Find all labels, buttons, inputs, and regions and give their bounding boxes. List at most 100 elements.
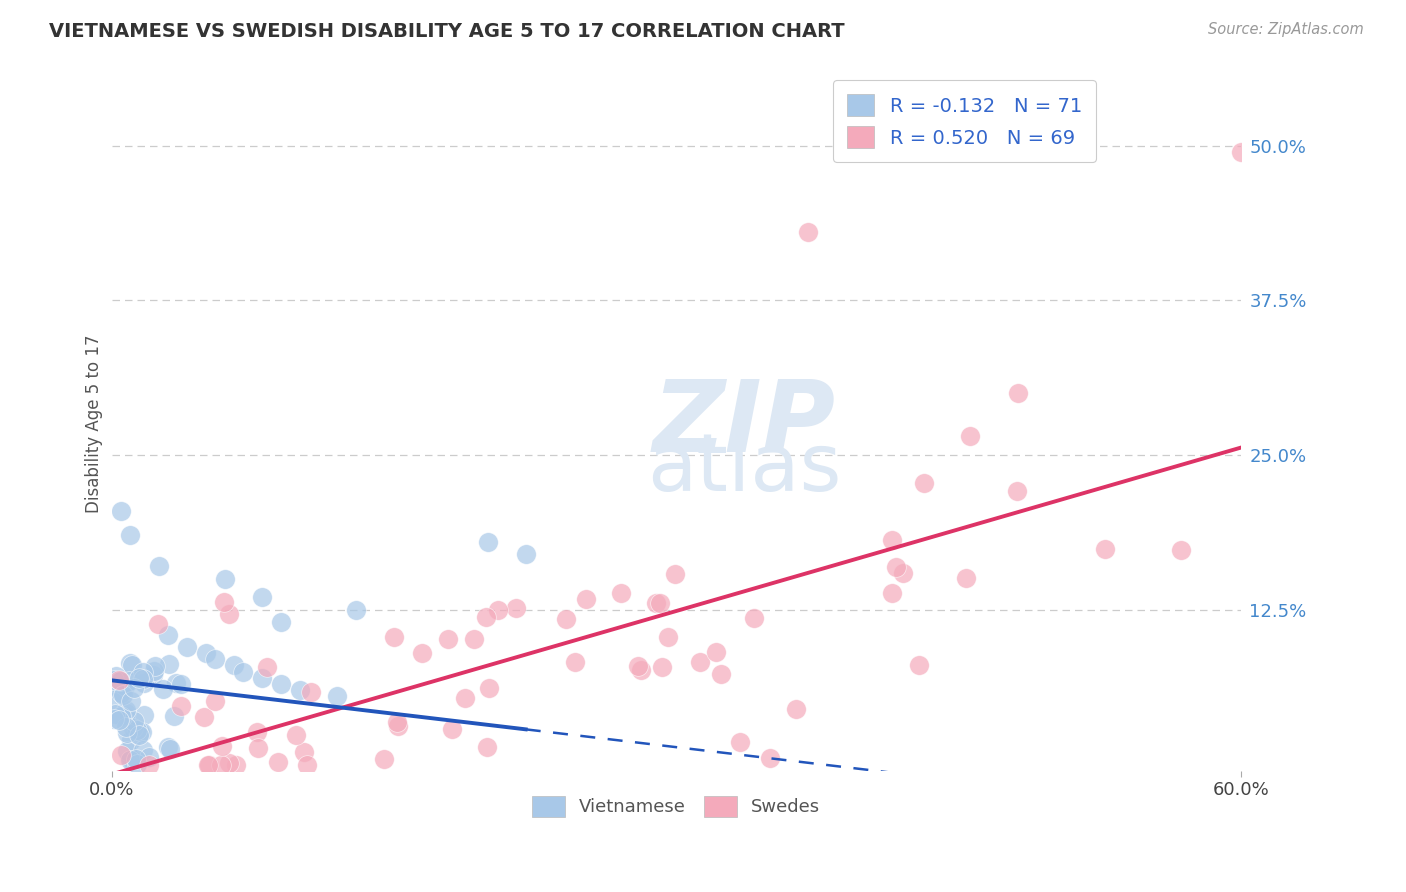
- Point: [176, 640, 198, 654]
- Point: [250, 591, 273, 605]
- Point: [373, 752, 395, 766]
- Point: [108, 686, 131, 700]
- Point: [128, 725, 150, 739]
- Point: [250, 671, 273, 685]
- Point: [247, 740, 270, 755]
- Point: [131, 725, 153, 739]
- Point: [627, 659, 650, 673]
- Point: [122, 722, 145, 736]
- Point: [893, 566, 915, 581]
- Point: [486, 603, 509, 617]
- Legend: Vietnamese, Swedes: Vietnamese, Swedes: [524, 789, 828, 824]
- Point: [657, 630, 679, 644]
- Point: [284, 728, 307, 742]
- Point: [706, 645, 728, 659]
- Point: [211, 739, 233, 754]
- Point: [157, 657, 180, 671]
- Point: [132, 707, 155, 722]
- Point: [515, 547, 537, 561]
- Point: [564, 655, 586, 669]
- Point: [110, 504, 132, 518]
- Point: [193, 710, 215, 724]
- Point: [475, 610, 498, 624]
- Point: [125, 723, 148, 738]
- Point: [232, 665, 254, 679]
- Point: [128, 671, 150, 685]
- Point: [132, 743, 155, 757]
- Point: [785, 702, 807, 716]
- Point: [103, 673, 125, 688]
- Point: [138, 750, 160, 764]
- Point: [222, 658, 245, 673]
- Point: [1094, 541, 1116, 556]
- Point: [198, 757, 221, 772]
- Point: [689, 655, 711, 669]
- Point: [880, 586, 903, 600]
- Point: [120, 528, 142, 542]
- Point: [441, 722, 464, 736]
- Point: [759, 751, 782, 765]
- Point: [125, 752, 148, 766]
- Point: [1007, 385, 1029, 400]
- Point: [797, 225, 820, 239]
- Point: [108, 673, 131, 688]
- Point: [651, 660, 673, 674]
- Point: [165, 676, 187, 690]
- Point: [156, 740, 179, 755]
- Point: [908, 657, 931, 672]
- Point: [162, 708, 184, 723]
- Point: [142, 668, 165, 682]
- Point: [148, 559, 170, 574]
- Point: [105, 669, 128, 683]
- Point: [157, 627, 180, 641]
- Point: [122, 681, 145, 695]
- Point: [387, 714, 409, 729]
- Point: [114, 706, 136, 721]
- Point: [1170, 543, 1192, 558]
- Point: [138, 757, 160, 772]
- Point: [111, 710, 134, 724]
- Point: [117, 726, 139, 740]
- Point: [648, 596, 671, 610]
- Point: [120, 694, 142, 708]
- Point: [197, 757, 219, 772]
- Point: [134, 675, 156, 690]
- Point: [630, 663, 652, 677]
- Point: [110, 709, 132, 723]
- Point: [382, 630, 405, 644]
- Point: [575, 591, 598, 606]
- Point: [209, 757, 232, 772]
- Point: [143, 664, 166, 678]
- Point: [114, 708, 136, 723]
- Point: [664, 567, 686, 582]
- Point: [194, 646, 217, 660]
- Point: [270, 677, 292, 691]
- Point: [1230, 145, 1253, 159]
- Point: [246, 725, 269, 739]
- Point: [103, 713, 125, 727]
- Point: [959, 428, 981, 442]
- Point: [159, 742, 181, 756]
- Point: [912, 475, 935, 490]
- Point: [299, 685, 322, 699]
- Point: [131, 665, 153, 680]
- Point: [454, 690, 477, 705]
- Point: [114, 702, 136, 716]
- Point: [218, 756, 240, 771]
- Point: [146, 616, 169, 631]
- Point: [152, 681, 174, 696]
- Point: [118, 673, 141, 688]
- Point: [886, 560, 908, 574]
- Point: [107, 673, 129, 688]
- Point: [120, 752, 142, 766]
- Point: [114, 680, 136, 694]
- Point: [103, 695, 125, 709]
- Point: [326, 690, 349, 704]
- Text: atlas: atlas: [647, 430, 841, 508]
- Point: [204, 652, 226, 666]
- Point: [555, 612, 578, 626]
- Point: [270, 615, 292, 629]
- Point: [120, 753, 142, 767]
- Point: [292, 745, 315, 759]
- Text: Source: ZipAtlas.com: Source: ZipAtlas.com: [1208, 22, 1364, 37]
